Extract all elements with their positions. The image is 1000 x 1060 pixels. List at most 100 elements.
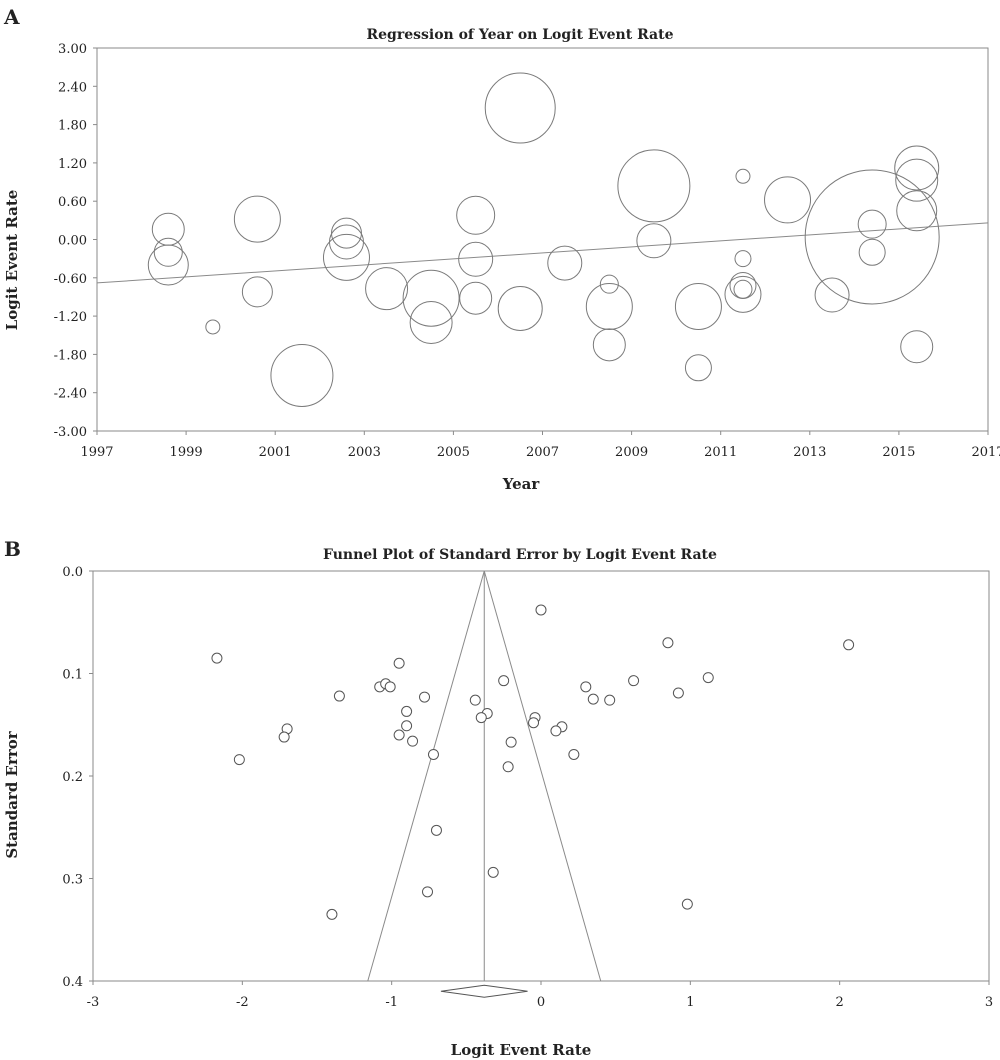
study-bubble — [764, 176, 812, 224]
x-tick-label: -1 — [385, 995, 398, 1010]
chart-a-title: Regression of Year on Logit Event Rate — [367, 27, 674, 43]
study-marker — [502, 761, 514, 773]
study-bubble — [233, 195, 281, 243]
study-bubble — [322, 233, 370, 281]
study-marker — [580, 681, 592, 693]
study-bubble — [734, 250, 752, 268]
study-bubble — [409, 300, 453, 344]
x-tick-label: 3 — [985, 995, 993, 1010]
x-tick-label: 2001 — [259, 445, 292, 460]
study-bubble — [684, 354, 712, 382]
study-marker — [498, 675, 510, 687]
study-marker — [487, 866, 499, 878]
study-marker — [401, 705, 413, 717]
chart-b-title: Funnel Plot of Standard Error by Logit E… — [323, 547, 717, 563]
x-tick-label: 2017 — [971, 445, 1000, 460]
y-tick-label: 0.60 — [58, 195, 87, 210]
study-bubble — [456, 195, 496, 235]
chart-a-x-ticks: 1997 1999 2001 2003 2005 2007 2009 2011 2013 2015… — [80, 431, 1000, 460]
regression-line — [96, 222, 989, 284]
x-tick-label: 2011 — [704, 445, 737, 460]
y-tick-label: 0.0 — [62, 565, 83, 580]
panel-letter-b: B — [4, 537, 21, 561]
study-marker — [528, 717, 540, 729]
study-bubble — [814, 277, 850, 313]
y-tick-label: 3.00 — [58, 42, 87, 57]
study-bubble — [599, 274, 619, 294]
study-marker — [535, 604, 547, 616]
study-marker — [550, 725, 562, 737]
y-tick-label: 0.2 — [62, 770, 83, 785]
study-marker — [419, 691, 431, 703]
study-bubble — [592, 328, 626, 362]
study-marker — [407, 735, 419, 747]
study-bubble — [724, 275, 762, 313]
study-bubble — [459, 281, 493, 315]
study-marker — [326, 908, 338, 920]
funnel-left-line — [367, 570, 485, 982]
x-tick-label: 2007 — [526, 445, 559, 460]
study-marker — [430, 824, 442, 836]
chart-b-x-axis-label: Logit Event Rate — [451, 1041, 592, 1059]
study-bubble — [402, 269, 460, 327]
summary-diamond — [440, 984, 528, 998]
study-marker — [672, 687, 684, 699]
y-tick-label: 0.3 — [62, 873, 83, 888]
y-tick-label: 2.40 — [58, 80, 87, 95]
x-tick-label: 2009 — [615, 445, 648, 460]
study-marker — [702, 672, 714, 684]
study-marker — [422, 886, 434, 898]
x-tick-label: 1 — [686, 995, 694, 1010]
study-bubble — [857, 209, 887, 239]
study-bubble — [205, 319, 221, 335]
x-tick-label: 2003 — [348, 445, 381, 460]
chart-b-plot-frame — [92, 570, 990, 982]
x-tick-label: 2005 — [437, 445, 470, 460]
study-marker — [233, 754, 245, 766]
study-bubble — [895, 158, 939, 202]
study-bubble — [735, 168, 751, 184]
study-bubble — [458, 241, 494, 277]
y-tick-label: 1.20 — [58, 157, 87, 172]
study-marker — [628, 675, 640, 687]
study-marker — [333, 690, 345, 702]
study-bubble — [617, 149, 691, 223]
x-tick-label: 2013 — [793, 445, 826, 460]
study-bubble — [896, 190, 938, 232]
y-tick-label: -1.20 — [54, 310, 87, 325]
study-marker — [843, 639, 855, 651]
chart-b-x-ticks: -3 -2 -1 0 1 2 3 — [87, 981, 993, 1010]
y-tick-label: 1.80 — [58, 119, 87, 134]
x-tick-label: 1997 — [80, 445, 113, 460]
y-tick-label: 0.00 — [58, 234, 87, 249]
study-bubble — [484, 72, 556, 144]
study-marker — [393, 657, 405, 669]
study-bubble — [147, 244, 189, 286]
funnel-right-line — [483, 570, 602, 982]
chart-b-y-axis-label: Standard Error — [3, 730, 21, 858]
study-bubble — [270, 343, 334, 407]
x-tick-label: 1999 — [170, 445, 203, 460]
panel-letter-a: A — [3, 5, 20, 29]
chart-a-x-axis-label: Year — [502, 475, 541, 493]
study-bubble — [153, 237, 183, 267]
x-tick-label: -2 — [236, 995, 249, 1010]
study-bubble — [151, 212, 185, 246]
study-marker — [384, 681, 396, 693]
study-bubble — [330, 217, 362, 249]
y-tick-label: 0.1 — [62, 668, 83, 683]
x-tick-label: 2 — [836, 995, 844, 1010]
study-marker — [278, 731, 290, 743]
panel-b: B Funnel Plot of Standard Error by Logit… — [3, 537, 993, 1059]
study-marker — [427, 748, 439, 760]
study-marker — [505, 736, 517, 748]
y-tick-label: -0.60 — [54, 272, 87, 287]
study-bubble — [365, 267, 409, 311]
y-tick-label: -3.00 — [54, 425, 87, 440]
study-marker — [393, 729, 405, 741]
study-bubble — [804, 169, 940, 305]
study-marker — [401, 720, 413, 732]
chart-a-y-ticks: 3.00 2.40 1.80 1.20 0.60 0.00 -0.60 -1.20 -1.80 -… — [54, 42, 97, 440]
chart-a-marks — [96, 72, 989, 407]
